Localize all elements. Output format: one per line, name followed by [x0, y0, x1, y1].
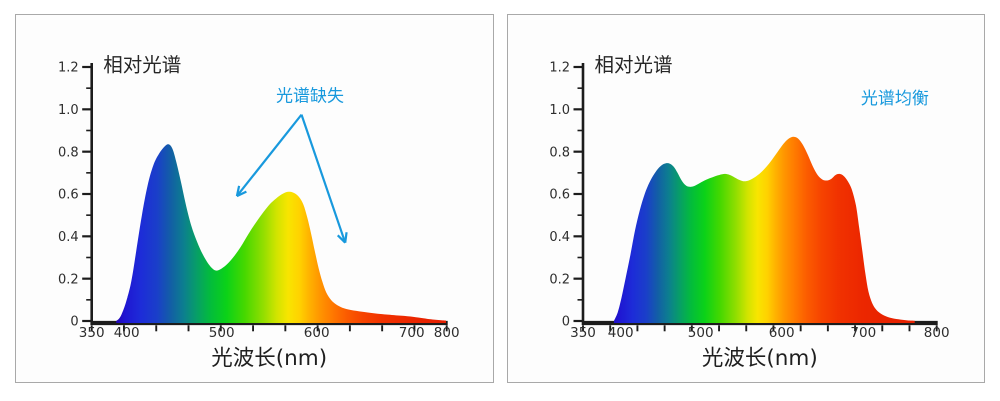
chart-title: 相对光谱 — [595, 54, 673, 77]
x-axis-title: 光波长(nm) — [702, 346, 818, 371]
x-tick-label: 600 — [304, 325, 330, 341]
x-axis-title: 光波长(nm) — [211, 346, 327, 371]
annotation-arrowhead — [236, 190, 247, 198]
x-tick-label: 500 — [209, 325, 235, 341]
y-tick-label: 0.2 — [549, 272, 570, 287]
annotation-arrow-line — [236, 113, 303, 197]
x-tick-label: 800 — [924, 325, 950, 341]
x-tick-label: 800 — [434, 325, 460, 341]
annotation: 光谱均衡 — [861, 89, 929, 109]
spectrum-curve — [116, 144, 446, 323]
spectrum-curve — [613, 136, 915, 323]
spectrum-chart-right: 0 0.2 0.4 0.6 0.8 1.0 1.2 350 400 500 600 700 800 相对光… — [549, 54, 949, 372]
x-tick-label: 350 — [79, 325, 105, 341]
y-tick-label: 1.2 — [549, 61, 570, 76]
chart-title: 相对光谱 — [103, 54, 181, 77]
annotation-label: 光谱均衡 — [861, 89, 929, 109]
y-tick-label: 0 — [562, 315, 570, 330]
spectrum-chart-left: 0 0.2 0.4 0.6 0.8 1.0 1.2 350 400 500 600 700 800 相对光… — [58, 54, 460, 372]
y-tick-label: 0.8 — [549, 145, 570, 160]
x-tick-label: 350 — [570, 325, 596, 341]
y-tick-label: 1.0 — [58, 103, 79, 118]
x-tick-label: 700 — [399, 325, 425, 341]
annotation-arrowhead — [336, 234, 346, 244]
annotation-arrow-line — [300, 114, 347, 244]
x-tick-label: 500 — [688, 325, 714, 341]
y-tick-label: 1.0 — [549, 103, 570, 118]
y-tick-label: 0.6 — [58, 188, 79, 203]
y-tick-label: 0 — [70, 315, 78, 330]
x-tick-label: 600 — [769, 325, 795, 341]
y-tick-label: 0.4 — [58, 230, 79, 245]
y-tick-label: 0.2 — [58, 272, 79, 287]
x-tick-label: 700 — [850, 325, 876, 341]
y-tick-label: 0.4 — [549, 230, 570, 245]
y-tick-label: 0.6 — [549, 188, 570, 203]
y-tick-label: 0.8 — [58, 145, 79, 160]
x-tick-label: 400 — [608, 325, 634, 341]
y-tick-label: 1.2 — [58, 61, 79, 76]
x-tick-label: 400 — [114, 325, 140, 341]
annotation: 光谱缺失 — [235, 87, 348, 244]
annotation-label: 光谱缺失 — [276, 87, 344, 107]
annotation-arrowhead — [235, 185, 241, 197]
annotation-arrowhead — [344, 232, 348, 243]
